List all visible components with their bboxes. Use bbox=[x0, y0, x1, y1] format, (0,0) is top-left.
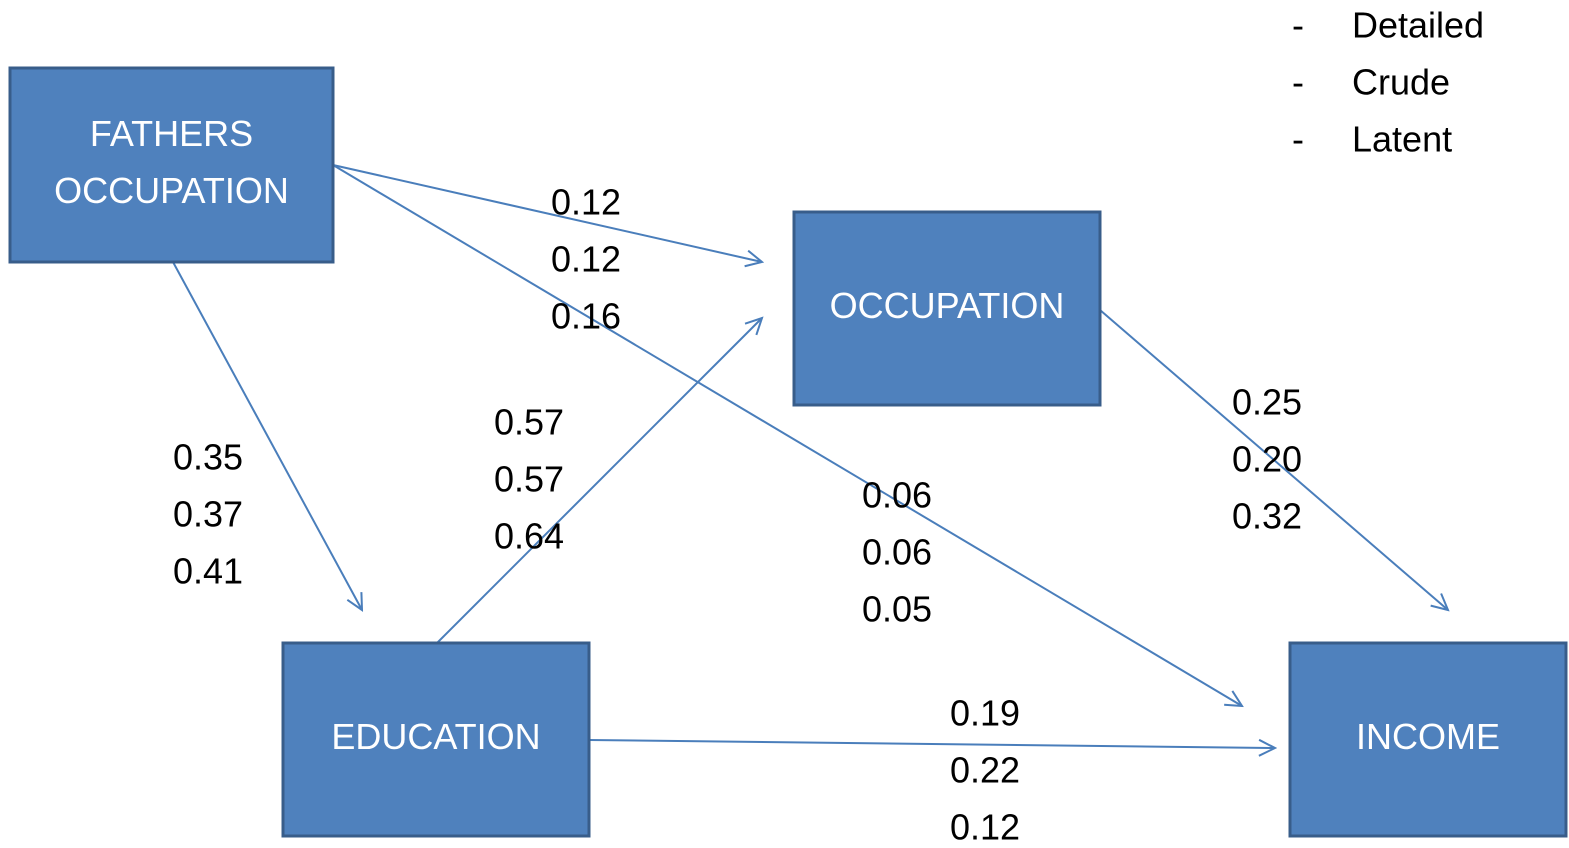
coefficient-label: 0.16 bbox=[551, 296, 621, 337]
legend-label: Latent bbox=[1352, 119, 1452, 160]
legend-label: Crude bbox=[1352, 62, 1450, 103]
coefficient-label: 0.12 bbox=[551, 239, 621, 280]
edge-arrow bbox=[172, 261, 362, 610]
legend-bullet: - bbox=[1292, 62, 1304, 103]
coefficient-label: 0.32 bbox=[1232, 496, 1302, 537]
legend-bullet: - bbox=[1292, 119, 1304, 160]
node-box bbox=[1288, 641, 1568, 838]
coefficient-label: 0.05 bbox=[862, 589, 932, 630]
node-label: INCOME bbox=[1356, 716, 1500, 757]
coefficient-label: 0.06 bbox=[862, 532, 932, 573]
coefficient-label: 0.37 bbox=[173, 494, 243, 535]
edge-arrow bbox=[436, 318, 762, 644]
edge-arrow bbox=[588, 740, 1275, 748]
coefficient-label: 0.25 bbox=[1232, 382, 1302, 423]
coefficient-label: 0.57 bbox=[494, 459, 564, 500]
node-box bbox=[792, 210, 1102, 407]
legend-label: Detailed bbox=[1352, 5, 1484, 46]
coefficient-label: 0.57 bbox=[494, 402, 564, 443]
coefficient-label: 0.22 bbox=[950, 750, 1020, 791]
coefficient-label: 0.12 bbox=[950, 807, 1020, 848]
edge-arrow bbox=[1099, 309, 1448, 610]
edge-arrow bbox=[332, 164, 762, 262]
coefficient-label: 0.64 bbox=[494, 516, 564, 557]
coefficient-label: 0.19 bbox=[950, 693, 1020, 734]
legend-bullet: - bbox=[1292, 5, 1304, 46]
edge-arrow bbox=[332, 164, 1242, 706]
node-label: OCCUPATION bbox=[54, 170, 289, 211]
node-label: OCCUPATION bbox=[830, 285, 1065, 326]
node-label: EDUCATION bbox=[331, 716, 540, 757]
node-label: FATHERS bbox=[90, 113, 253, 154]
coefficient-label: 0.35 bbox=[173, 437, 243, 478]
coefficient-label: 0.41 bbox=[173, 551, 243, 592]
node-box bbox=[8, 66, 335, 264]
node-box bbox=[281, 641, 591, 838]
coefficient-label: 0.06 bbox=[862, 475, 932, 516]
coefficient-label: 0.20 bbox=[1232, 439, 1302, 480]
coefficient-label: 0.12 bbox=[551, 182, 621, 223]
